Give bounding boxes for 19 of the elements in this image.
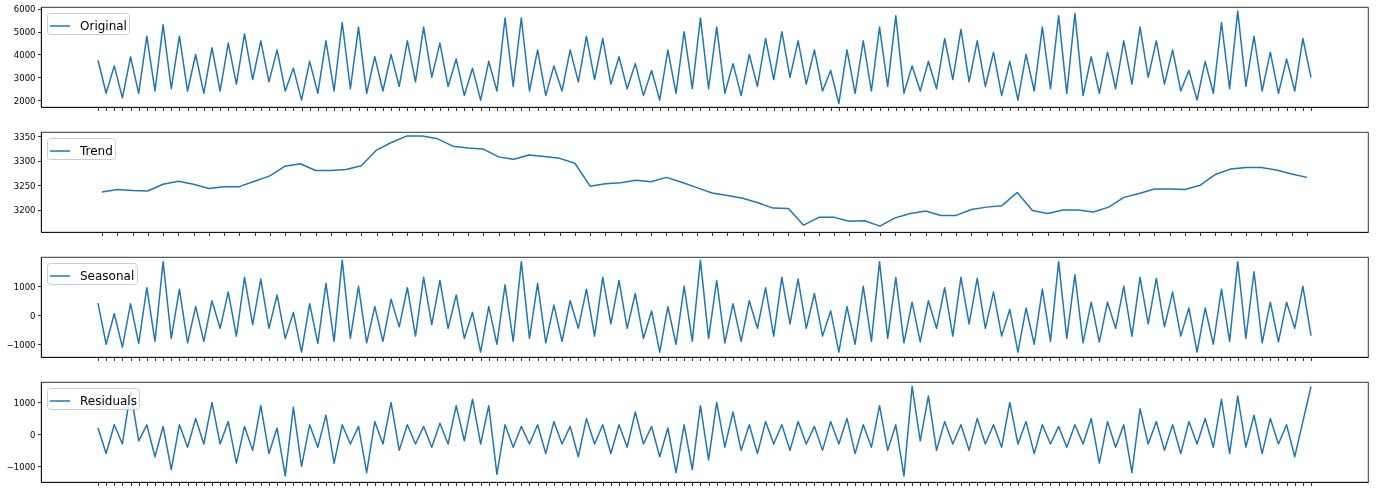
y-tick-label: 0 bbox=[30, 310, 36, 321]
y-tick-label: 3350 bbox=[13, 131, 36, 142]
y-tick-label: 1000 bbox=[13, 281, 36, 292]
y-tick-label: 4000 bbox=[13, 49, 36, 60]
y-tick-label: 0 bbox=[30, 429, 36, 440]
y-tick-label: 3300 bbox=[13, 156, 36, 167]
legend-label: Trend bbox=[79, 144, 113, 158]
y-tick-label: 3250 bbox=[13, 180, 36, 191]
y-tick-label: 3000 bbox=[13, 72, 36, 83]
y-tick-label: −1000 bbox=[6, 461, 36, 472]
y-tick-label: 1000 bbox=[13, 397, 36, 408]
y-tick-label: 5000 bbox=[13, 27, 36, 38]
y-tick-label: 6000 bbox=[13, 4, 36, 15]
y-tick-label: 3200 bbox=[13, 205, 36, 216]
y-tick-label: 2000 bbox=[13, 95, 36, 106]
y-tick-label: −1000 bbox=[6, 339, 36, 350]
legend-label: Seasonal bbox=[80, 269, 135, 283]
legend-label: Residuals bbox=[80, 394, 137, 408]
legend-label: Original bbox=[80, 19, 127, 33]
